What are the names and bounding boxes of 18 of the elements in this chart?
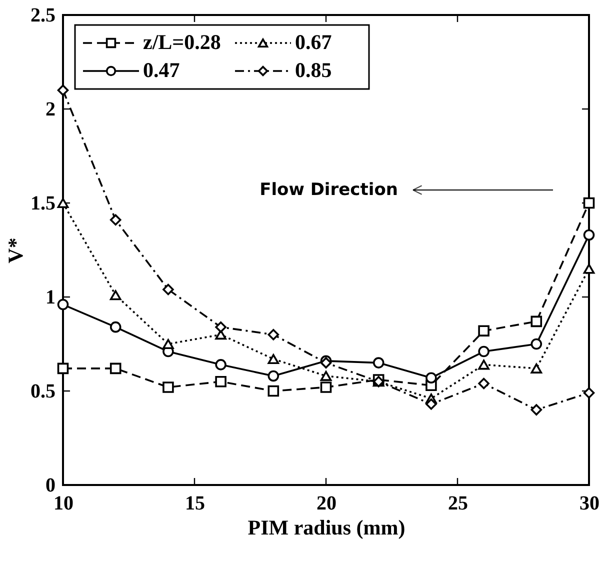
x-axis-title: PIM radius (mm) xyxy=(248,516,406,540)
x-tick-label: 20 xyxy=(316,492,336,514)
y-tick-label: 1 xyxy=(46,286,56,308)
y-tick-label: 1.5 xyxy=(30,192,56,214)
legend-label: 0.85 xyxy=(295,58,332,82)
x-tick-label: 10 xyxy=(54,492,74,514)
annotation: Flow Direction xyxy=(260,180,398,200)
y-tick-label: 0.5 xyxy=(30,380,56,402)
y-tick-label: 0 xyxy=(46,474,56,496)
y-axis-title: V* xyxy=(4,238,28,264)
y-tick-label: 2 xyxy=(46,98,56,120)
x-tick-label: 25 xyxy=(448,492,468,514)
legend-label: z/L=0.28 xyxy=(143,30,221,54)
legend-label: 0.67 xyxy=(295,30,332,54)
x-tick-label: 15 xyxy=(185,492,205,514)
y-tick-label: 2.5 xyxy=(30,4,56,26)
legend-label: 0.47 xyxy=(143,58,180,82)
x-tick-label: 30 xyxy=(580,492,600,514)
